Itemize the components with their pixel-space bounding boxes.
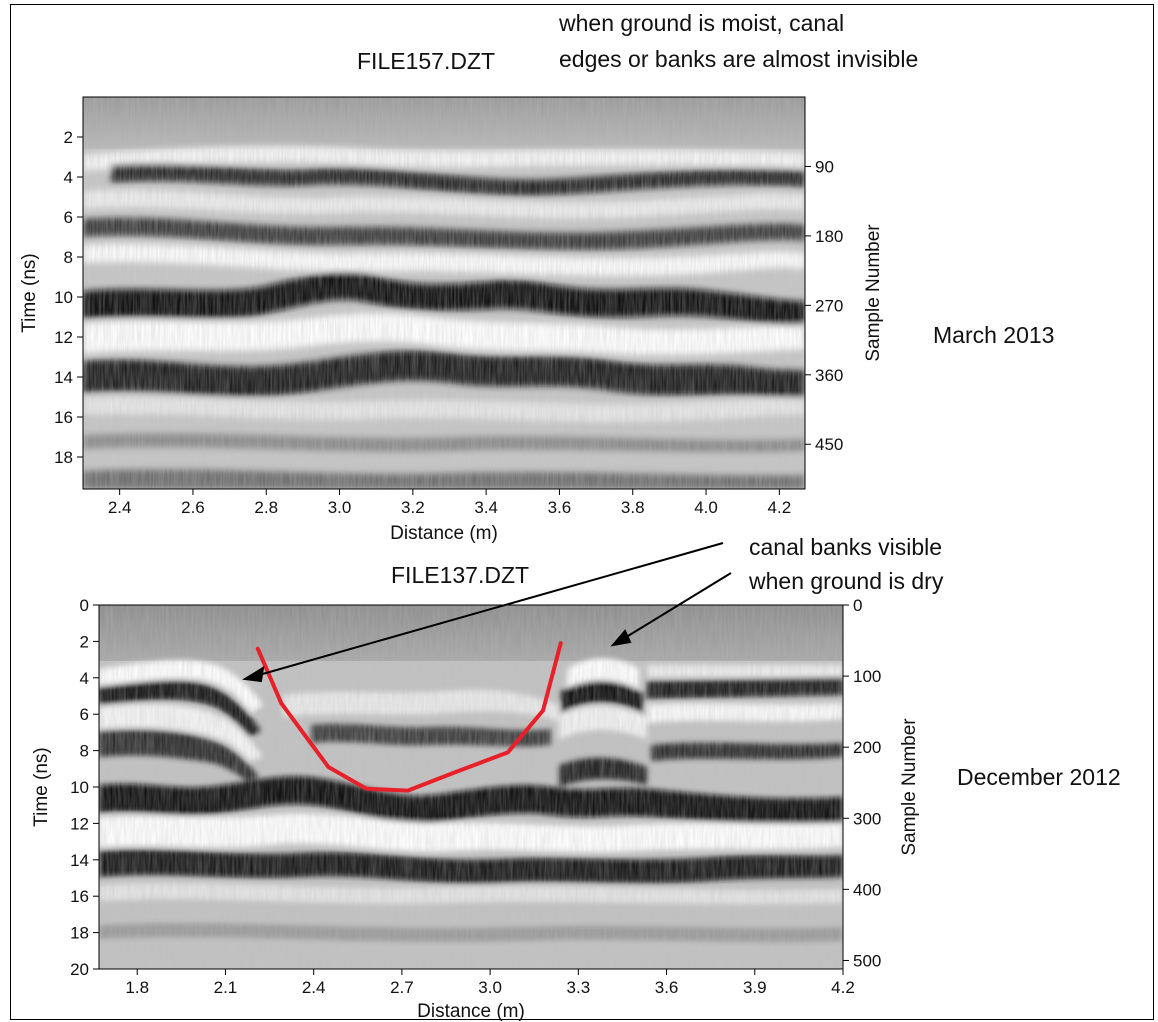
xtick-label-file137-2: 2.4 xyxy=(302,978,326,997)
y2tick-label-file157-3: 360 xyxy=(815,366,843,385)
y2tick-label-file137-3: 300 xyxy=(853,809,881,828)
ytick-label-file137-0: 0 xyxy=(80,596,89,615)
ytick-label-file137-4: 8 xyxy=(80,742,89,761)
ytick-label-file157-6: 14 xyxy=(54,368,73,387)
gpr-figure: FILE157.DZT when ground is moist, canal … xyxy=(19,10,1121,1021)
ytick-label-file157-4: 10 xyxy=(54,288,73,307)
canal-outline xyxy=(255,641,563,793)
y2tick-label-file157-2: 270 xyxy=(815,296,843,315)
figure-frame: FILE157.DZT when ground is moist, canal … xyxy=(10,4,1154,1021)
ylabel-file157: Time (ns) xyxy=(19,253,40,333)
xtick-label-file157-5: 3.4 xyxy=(474,498,498,517)
y2tick-label-file137-0: 0 xyxy=(853,596,862,615)
arrow-head-left-bank xyxy=(242,666,265,683)
ytick-label-file137-8: 16 xyxy=(70,887,89,906)
annotation-moist-line-2: edges or banks are almost invisible xyxy=(559,46,918,72)
y2tick-label-file137-4: 400 xyxy=(853,880,881,899)
annotation-dry-line-1: canal banks visible xyxy=(749,534,942,560)
y2tick-label-file137-1: 100 xyxy=(853,667,881,686)
xtick-label-file157-4: 3.2 xyxy=(401,498,425,517)
xaxis-file157: 2.4 2.6 2.8 3.0 3.2 3.4 3.6 3.8 4.0 4.2 xyxy=(108,489,791,517)
xtick-label-file157-2: 2.8 xyxy=(254,498,278,517)
y2axis-file157: 90 180 270 360 450 xyxy=(805,157,843,454)
arrow-head-right-bank xyxy=(610,629,632,647)
xtick-label-file157-9: 4.2 xyxy=(768,498,792,517)
xtick-label-file137-7: 3.9 xyxy=(743,978,767,997)
ytick-label-file137-5: 10 xyxy=(70,778,89,797)
xtick-label-file137-0: 1.8 xyxy=(125,978,149,997)
ytick-label-file137-2: 4 xyxy=(80,669,89,688)
panel-december-2012: FILE137.DZT canal banks visible when gro… xyxy=(31,534,1121,1021)
y2tick-label-file137-5: 500 xyxy=(853,951,881,970)
title-file137: FILE137.DZT xyxy=(391,562,529,588)
xtick-label-file137-6: 3.6 xyxy=(655,978,679,997)
radargram-file157 xyxy=(83,97,805,489)
xtick-label-file137-1: 2.1 xyxy=(214,978,238,997)
title-file157: FILE157.DZT xyxy=(357,48,495,74)
xtick-label-file137-4: 3.0 xyxy=(478,978,502,997)
y2tick-label-file157-4: 450 xyxy=(815,435,843,454)
xtick-label-file157-3: 3.0 xyxy=(328,498,352,517)
y2tick-label-file157-0: 90 xyxy=(815,157,834,176)
ytick-label-file137-10: 20 xyxy=(70,960,89,979)
panel-march-2013: FILE157.DZT when ground is moist, canal … xyxy=(19,10,1054,544)
xtick-label-file137-3: 2.7 xyxy=(390,978,414,997)
xlabel-file157: Distance (m) xyxy=(390,523,498,544)
xtick-label-file157-8: 4.0 xyxy=(694,498,718,517)
annotation-moist-line-1: when ground is moist, canal xyxy=(558,10,844,36)
arrow-to-right-bank xyxy=(622,572,732,640)
ytick-label-file157-3: 8 xyxy=(64,248,73,267)
side-label-march-2013: March 2013 xyxy=(933,322,1054,348)
yaxis-file157: 2 4 6 8 10 12 14 16 18 xyxy=(54,128,83,467)
ylabel-file137: Time (ns) xyxy=(31,747,52,827)
xtick-label-file157-1: 2.6 xyxy=(181,498,205,517)
ytick-label-file157-1: 4 xyxy=(64,168,73,187)
ytick-label-file157-5: 12 xyxy=(54,328,73,347)
annotation-arrows xyxy=(242,542,732,683)
ytick-label-file157-8: 18 xyxy=(54,448,73,467)
xtick-label-file157-0: 2.4 xyxy=(108,498,132,517)
y2label-file157: Sample Number xyxy=(863,224,884,362)
xtick-label-file137-8: 4.2 xyxy=(831,978,855,997)
ytick-label-file157-2: 6 xyxy=(64,208,73,227)
ytick-label-file157-7: 16 xyxy=(54,408,73,427)
yaxis-file137: 0 2 4 6 8 10 12 14 16 18 20 xyxy=(70,596,99,979)
y2label-file137: Sample Number xyxy=(899,718,920,856)
xaxis-file137: 1.8 2.1 2.4 2.7 3.0 3.3 3.6 3.9 4.2 xyxy=(125,969,855,997)
xtick-label-file157-7: 3.8 xyxy=(621,498,645,517)
xtick-label-file137-5: 3.3 xyxy=(567,978,591,997)
y2tick-label-file157-1: 180 xyxy=(815,227,843,246)
xtick-label-file157-6: 3.6 xyxy=(548,498,572,517)
ytick-label-file137-1: 2 xyxy=(80,632,89,651)
xlabel-file137: Distance (m) xyxy=(417,1001,525,1021)
y2axis-file137: 0 100 200 300 400 500 xyxy=(843,596,881,970)
ytick-label-file137-3: 6 xyxy=(80,705,89,724)
ytick-label-file137-6: 12 xyxy=(70,814,89,833)
ytick-label-file137-7: 14 xyxy=(70,851,89,870)
side-label-december-2012: December 2012 xyxy=(957,764,1121,790)
radargram-file137 xyxy=(99,605,843,969)
ytick-label-file157-0: 2 xyxy=(64,128,73,147)
y2tick-label-file137-2: 200 xyxy=(853,738,881,757)
annotation-dry-line-2: when ground is dry xyxy=(748,568,944,594)
arrow-to-left-bank xyxy=(258,542,724,676)
ytick-label-file137-9: 18 xyxy=(70,924,89,943)
